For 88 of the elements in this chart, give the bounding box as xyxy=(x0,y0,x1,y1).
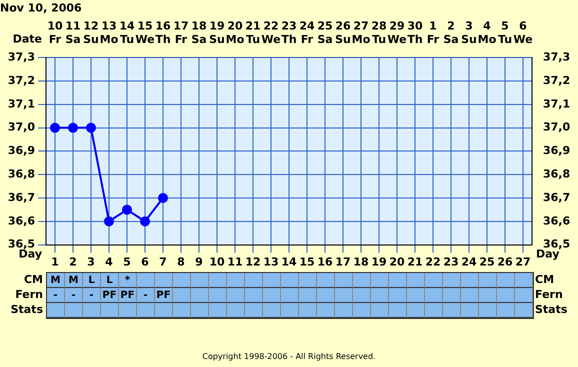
x2-tick-label: 21 Tu xyxy=(245,20,261,46)
observation-table: M M L L * - - - PF PF - PF xyxy=(46,272,534,319)
x-tick-label: 18 xyxy=(353,255,369,268)
text: Copyright 1998-2006 - All Rights Reserved. xyxy=(201,352,377,361)
x-tick-label: 17 xyxy=(335,255,351,268)
y2-tick-label: 36,7 xyxy=(543,190,570,204)
x2-tick-label: 10 Fr xyxy=(47,20,63,46)
point xyxy=(86,122,96,133)
x-tick-label: 23 xyxy=(443,255,459,268)
x-tick-label: 20 xyxy=(389,255,405,268)
x2-tick-label: 23 Th xyxy=(281,20,297,46)
x2-tick-label: 14 Tu xyxy=(119,20,135,46)
x-tick-label: 5 xyxy=(123,255,131,268)
x2-tick-label: 24 Fr xyxy=(299,20,315,46)
y2-tick-label: 37,0 xyxy=(543,120,570,134)
x-tick-label: 1 xyxy=(51,255,59,268)
x2-tick-label: 17 Fr xyxy=(173,20,189,46)
point xyxy=(68,122,78,133)
x-tick-label: 14 xyxy=(281,255,297,268)
category-label: Fern xyxy=(535,288,563,301)
category-label: CM xyxy=(24,273,43,286)
x2-tick-label: 3 Su xyxy=(461,20,477,46)
x-tick-label: 7 xyxy=(159,255,167,268)
y2-tick-label: 36,8 xyxy=(543,167,570,180)
x-tick-label: 26 xyxy=(497,255,513,268)
point xyxy=(158,193,168,203)
x2-tick-label: 6 We xyxy=(513,20,533,46)
x-tick-label: 13 xyxy=(263,255,279,268)
x2-tick-label: 27 Mo xyxy=(352,20,371,46)
y-tick-label: 36,5 xyxy=(8,238,35,251)
category-label: Stats xyxy=(535,303,568,316)
y-tick-label: 37,2 xyxy=(8,74,35,87)
point xyxy=(122,204,132,215)
x-tick-label: 6 xyxy=(141,255,150,268)
y-tick-label: 37,0 xyxy=(8,120,36,134)
y2-tick-label: 37,2 xyxy=(543,74,570,87)
x-tick-label: 25 xyxy=(479,255,495,268)
y-tick-label: 36,6 xyxy=(8,214,36,228)
x-tick-label: 16 xyxy=(317,255,333,268)
x-tick-label: 22 xyxy=(425,255,441,268)
chart-title: Nov 10, 2006 xyxy=(0,1,82,14)
x2-tick-label: 22 We xyxy=(261,20,281,46)
x2-tick-label: 19 Su xyxy=(209,20,225,46)
y-tick-label: 37,1 xyxy=(8,97,35,110)
x2-tick-label: 18 Sa xyxy=(191,20,207,46)
x-tick-label: 2 xyxy=(69,255,77,268)
x2-tick-label: 15 We xyxy=(135,20,155,46)
x-tick-label: 15 xyxy=(299,255,315,268)
x2-axis-title: Date xyxy=(12,32,42,46)
x-tick-label: 9 xyxy=(195,255,203,268)
x2-tick-label: 29 We xyxy=(387,20,407,46)
x2-tick-label: 20 Mo xyxy=(226,20,245,46)
y2-tick-label: 36,6 xyxy=(543,214,570,228)
y-tick-label: 36,8 xyxy=(8,167,35,180)
y2-tick-label: 37,3 xyxy=(543,50,570,64)
x2-tick-label: 25 Sa xyxy=(317,20,333,46)
y-tick-label: 36,7 xyxy=(8,190,35,204)
x-tick-label: 21 xyxy=(407,255,423,268)
category-label: Stats xyxy=(10,303,43,316)
x2-tick-label: 5 Tu xyxy=(498,20,512,46)
x-tick-label: 11 xyxy=(227,255,243,268)
x2-tick-label: 11 Sa xyxy=(65,20,81,46)
x2-tick-label: 1 Fr xyxy=(426,20,440,46)
x2-tick-label: 4 Mo xyxy=(478,20,497,46)
y-tick-label: 36,9 xyxy=(8,144,35,158)
category-label: Fern xyxy=(15,288,43,301)
y2-tick-label: 37,1 xyxy=(543,97,570,110)
x-tick-label: 4 xyxy=(105,255,114,268)
x2-tick-label: 2 Sa xyxy=(443,20,459,46)
x-tick-label: 19 xyxy=(371,255,387,268)
x2-tick-label: 16 Th xyxy=(155,20,171,46)
point xyxy=(50,122,60,133)
x-tick-label: 27 xyxy=(515,255,531,268)
x2-tick-label: 12 Su xyxy=(83,20,99,46)
x-tick-label: 12 xyxy=(245,255,261,268)
y2-tick-label: 36,9 xyxy=(543,144,570,158)
point xyxy=(140,216,150,226)
x2-tick-label: 26 Su xyxy=(335,20,351,46)
x-tick-label: 24 xyxy=(461,255,477,268)
y-tick-label: 37,3 xyxy=(8,50,35,64)
point xyxy=(104,216,114,226)
x2-tick-label: 13 Mo xyxy=(100,20,119,46)
category-label: CM xyxy=(535,273,554,286)
x-tick-label: 8 xyxy=(177,255,185,268)
x-tick-label: 10 xyxy=(209,255,225,268)
x2-tick-label: 30 Th xyxy=(407,20,423,46)
x2-tick-label: 28 Tu xyxy=(371,20,387,46)
x-tick-label: 3 xyxy=(87,255,95,268)
